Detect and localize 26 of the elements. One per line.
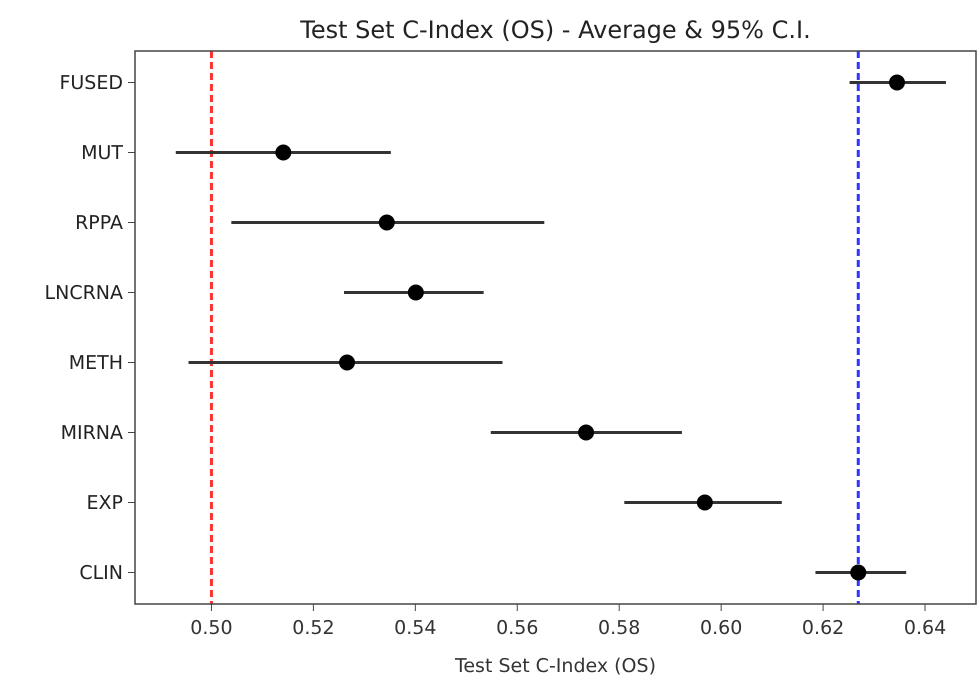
x-tick-label: 0.60: [700, 617, 742, 639]
point: [888, 74, 905, 90]
point: [339, 354, 356, 370]
x-tick-label: 0.64: [904, 617, 946, 639]
x-tick-label: 0.56: [496, 617, 538, 639]
y-tick-label: FUSED: [59, 72, 123, 94]
chart-title: Test Set C-Index (OS) - Average & 95% C.I.: [299, 16, 811, 44]
point: [850, 564, 866, 580]
x-tick-label: 0.58: [598, 617, 640, 639]
y-tick-label: RPPA: [75, 212, 123, 234]
y-tick-label: MUT: [81, 142, 124, 164]
y-tick-label: CLIN: [79, 562, 123, 584]
point: [578, 424, 594, 440]
x-tick-label: 0.54: [394, 617, 436, 639]
point: [696, 494, 713, 510]
y-tick-label: METH: [68, 352, 123, 374]
x-tick-label: 0.62: [802, 617, 844, 639]
x-tick-label: 0.52: [292, 617, 335, 639]
x-axis-title: Test Set C-Index (OS): [454, 655, 656, 677]
point: [378, 214, 395, 230]
point: [275, 144, 292, 160]
y-tick-label: MIRNA: [60, 422, 123, 444]
point: [408, 284, 424, 300]
x-tick-label: 0.50: [190, 617, 233, 639]
y-tick-label: EXP: [86, 492, 123, 514]
y-tick-label: LNCRNA: [44, 282, 123, 304]
